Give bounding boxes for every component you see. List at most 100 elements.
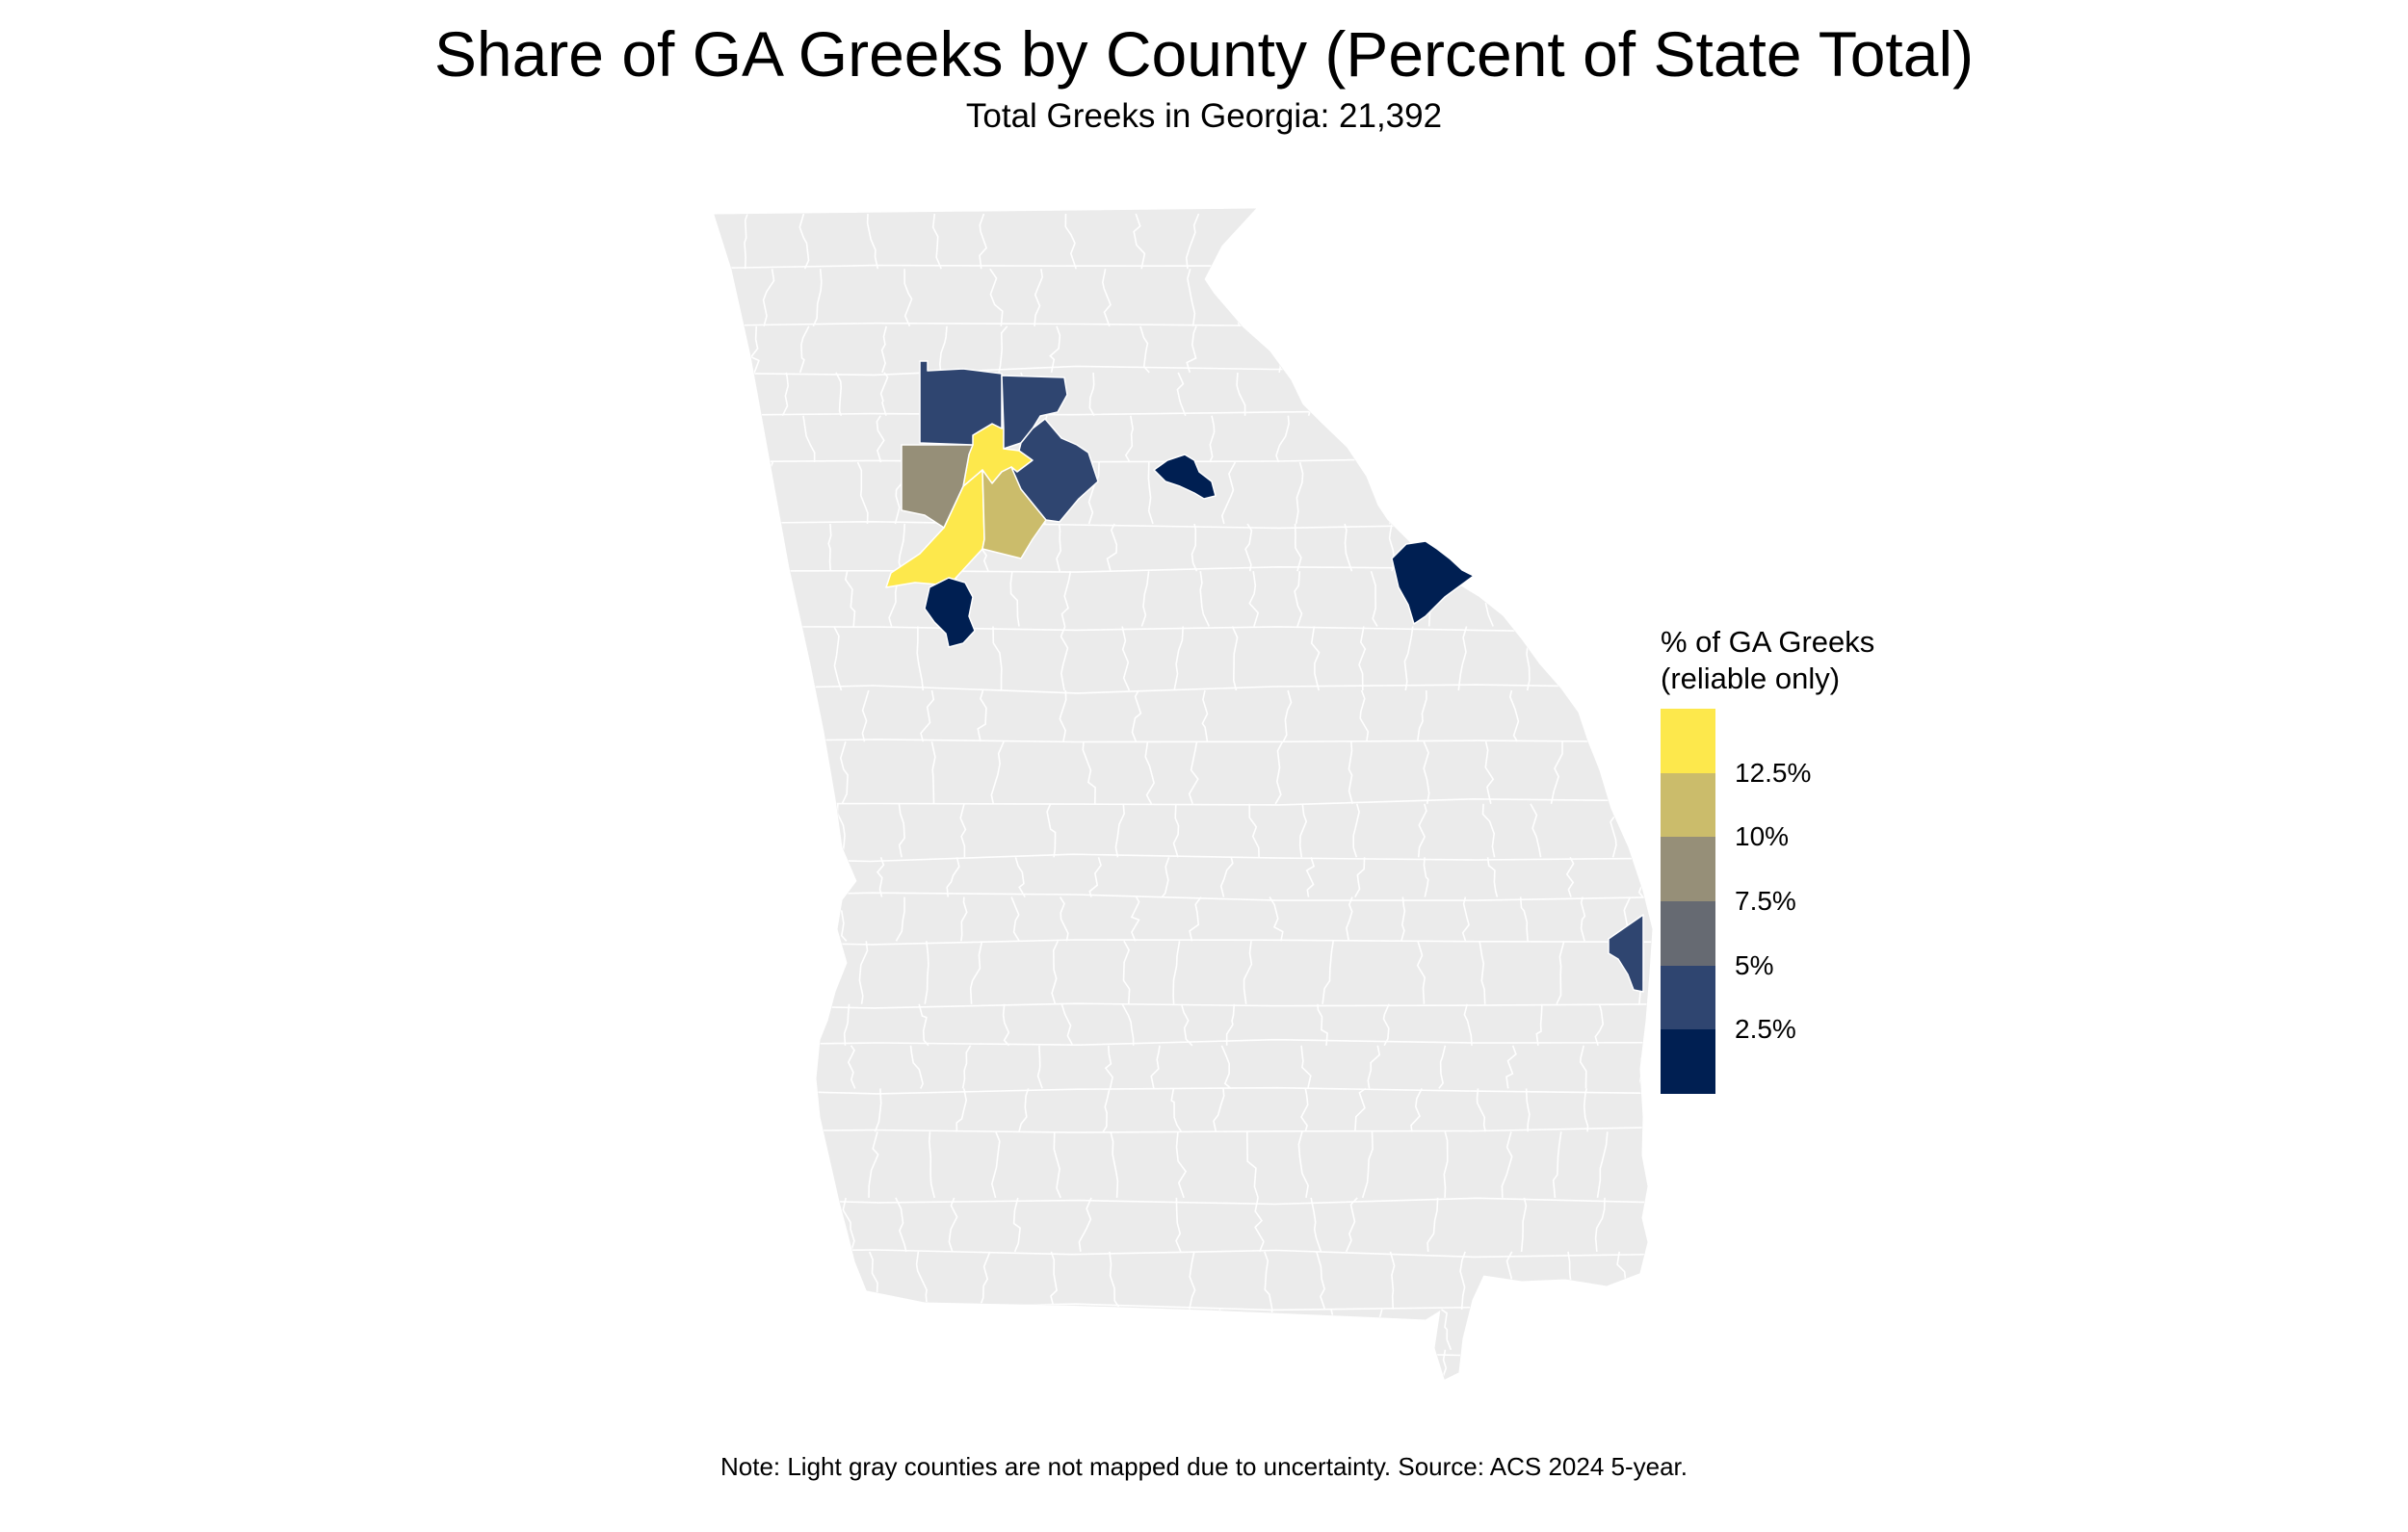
county-boundary-vertical	[716, 1309, 727, 1350]
county-boundary-vertical	[772, 626, 785, 691]
county-boundary-vertical	[809, 1131, 817, 1199]
county-boundary-vertical	[1189, 896, 1202, 942]
county-boundary-vertical	[1150, 1045, 1161, 1089]
county-boundary-vertical	[1576, 213, 1587, 270]
county-boundary-vertical	[1187, 268, 1196, 326]
county-boundary-vertical	[1639, 741, 1648, 805]
county-boundary-vertical	[1354, 857, 1366, 897]
highlighted-counties	[885, 360, 1644, 993]
county-boundary-vertical	[1243, 941, 1253, 1004]
county-boundary-vertical	[948, 1197, 958, 1253]
county-boundary-vertical	[722, 570, 734, 627]
county-boundary-vertical	[1102, 1088, 1111, 1132]
county-boundary-vertical	[1300, 1045, 1312, 1089]
county-boundary-vertical	[876, 857, 885, 897]
county-boundary-vertical	[868, 1131, 879, 1198]
county-boundary-vertical	[946, 857, 960, 897]
county-boundary-vertical	[1535, 1003, 1543, 1046]
county-boundary-vertical	[1416, 689, 1427, 742]
county-boundary-vertical	[1087, 461, 1100, 525]
county-boundary-vertical	[1267, 1309, 1275, 1351]
county-boundary-vertical	[1310, 1197, 1322, 1253]
county-blue-coast	[1608, 914, 1644, 993]
county-boundary-vertical	[1573, 1349, 1579, 1379]
county-boundary-vertical	[1248, 571, 1260, 627]
county-boundary-vertical	[690, 1350, 698, 1404]
county-boundary-vertical	[1524, 415, 1536, 463]
county-boundary-vertical	[1220, 1045, 1232, 1090]
county-boundary-vertical	[1344, 523, 1353, 572]
legend-swatch	[1661, 965, 1715, 1030]
county-boundary-vertical	[1316, 1251, 1326, 1311]
map-note: Note: Light gray counties are not mapped…	[720, 1452, 1688, 1481]
county-boundary-vertical	[1104, 1045, 1113, 1089]
county-boundary-vertical	[1218, 1309, 1227, 1351]
county-boundary-vertical	[693, 741, 698, 804]
county-boundary-vertical	[1244, 523, 1253, 572]
county-boundary-vertical	[1359, 689, 1370, 742]
county-boundary-vertical	[749, 325, 760, 374]
county-boundary-vertical	[1358, 626, 1367, 691]
county-boundary-vertical	[1186, 325, 1197, 374]
county-boundary-vertical	[1481, 803, 1496, 858]
legend-swatch	[1661, 772, 1715, 838]
county-boundary-vertical	[898, 523, 905, 572]
county-boundary-vertical	[961, 1045, 972, 1089]
legend-tick-label: 7.5%	[1735, 886, 1796, 916]
county-boundary-vertical	[1036, 1045, 1043, 1089]
county-boundary-vertical	[844, 571, 856, 627]
county-navy-south-metro	[924, 577, 976, 648]
legend-swatch	[1661, 837, 1715, 902]
county-boundary-horizontal	[715, 739, 1652, 743]
county-boundary-vertical	[928, 1131, 935, 1199]
county-boundary-vertical	[1592, 689, 1604, 742]
county-boundary-vertical	[1121, 1003, 1135, 1046]
county-boundary-vertical	[866, 213, 879, 270]
county-boundary-vertical	[1423, 740, 1430, 804]
county-boundary-vertical	[1274, 740, 1284, 805]
county-boundary-vertical	[1101, 269, 1112, 327]
county-boundary-vertical	[771, 1045, 781, 1089]
county-boundary-vertical	[1514, 461, 1522, 525]
county-boundary-vertical	[1188, 1251, 1196, 1311]
legend-title-line2: (reliable only)	[1661, 662, 1841, 695]
county-boundary-vertical	[1642, 461, 1648, 525]
county-boundary-vertical	[1550, 741, 1563, 804]
county-boundary-vertical	[1144, 741, 1155, 805]
county-boundary-vertical	[745, 415, 757, 463]
county-boundary-vertical	[1225, 1003, 1236, 1046]
county-boundary-vertical	[1053, 1131, 1061, 1199]
county-boundary-vertical	[1469, 325, 1479, 374]
county-boundary-vertical	[969, 941, 983, 1004]
county-boundary-vertical	[1051, 940, 1060, 1005]
county-boundary-horizontal	[715, 797, 1652, 806]
county-boundary-vertical	[989, 268, 1004, 326]
county-boundary-vertical	[1430, 372, 1439, 416]
county-boundary-vertical	[1246, 1131, 1259, 1199]
county-boundary-vertical	[1172, 941, 1181, 1004]
county-boundary-vertical	[909, 1045, 924, 1089]
county-boundary-vertical	[1002, 1003, 1010, 1047]
county-boundary-vertical	[959, 803, 967, 858]
county-boundary-vertical	[1426, 1197, 1439, 1252]
county-boundary-vertical	[1131, 689, 1142, 742]
county-boundary-vertical	[1461, 896, 1470, 942]
county-boundary-vertical	[1305, 857, 1316, 897]
legend-tick-label: 10%	[1735, 821, 1790, 852]
map-title: Share of GA Greeks by County (Percent of…	[433, 18, 1975, 90]
county-boundary-vertical	[1010, 896, 1020, 942]
county-boundary-vertical	[770, 896, 777, 942]
county-boundary-vertical	[1175, 1131, 1188, 1199]
county-boundary-vertical	[979, 213, 988, 270]
county-boundary-vertical	[930, 741, 936, 804]
county-boundary-vertical	[1355, 372, 1370, 416]
county-boundary-vertical	[689, 1131, 696, 1198]
county-boundary-vertical	[1188, 741, 1199, 805]
county-boundary-vertical	[1106, 523, 1118, 572]
county-boundary-vertical	[847, 1045, 856, 1089]
county-boundary-vertical	[978, 1251, 991, 1311]
county-boundary-vertical	[1594, 1003, 1605, 1047]
county-boundary-vertical	[1209, 415, 1216, 463]
county-boundary-vertical	[1503, 372, 1513, 417]
